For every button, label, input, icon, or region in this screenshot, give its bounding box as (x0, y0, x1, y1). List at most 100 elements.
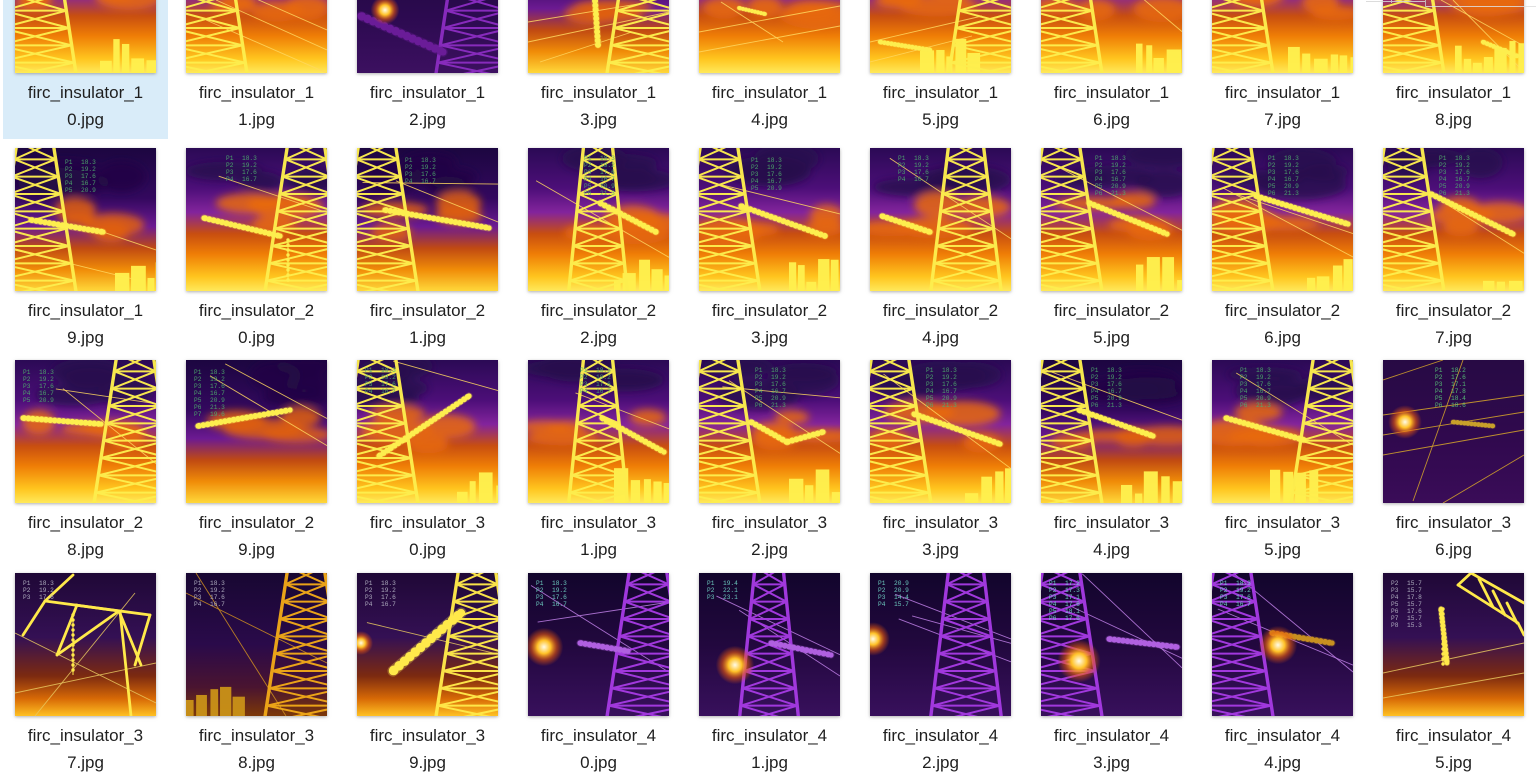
file-name-line1: firc_insulator_4 (541, 726, 656, 745)
svg-text:P4: P4 (1095, 176, 1103, 183)
svg-text:P1: P1 (194, 580, 202, 587)
svg-text:P5: P5 (1049, 608, 1057, 615)
file-thumbnail (357, 0, 498, 73)
svg-text:P4: P4 (65, 180, 73, 187)
svg-text:P6: P6 (1268, 190, 1276, 197)
file-name-line2: 4.jpg (1264, 753, 1301, 772)
file-name-label: firc_insulator_4 0.jpg (516, 722, 681, 776)
file-item[interactable]: firc_insulator_1 2.jpg (345, 0, 510, 139)
svg-text:17.6: 17.6 (381, 594, 396, 601)
file-item[interactable]: firc_insulator_1 4.jpg (687, 0, 852, 139)
svg-text:P4: P4 (194, 601, 202, 608)
svg-text:P6: P6 (1391, 608, 1399, 615)
svg-text:P1: P1 (878, 580, 886, 587)
svg-text:P3: P3 (755, 381, 763, 388)
svg-text:17.6: 17.6 (421, 171, 436, 178)
file-name-label: firc_insulator_2 2.jpg (516, 297, 681, 351)
file-name-label: firc_insulator_3 9.jpg (345, 722, 510, 776)
svg-text:P4: P4 (194, 390, 202, 397)
svg-text:P4: P4 (1091, 388, 1099, 395)
file-name-line1: firc_insulator_2 (1225, 301, 1340, 320)
file-name-line1: firc_insulator_1 (712, 83, 827, 102)
svg-text:P3: P3 (194, 594, 202, 601)
file-item[interactable]: firc_insulator_1 1.jpg (174, 0, 339, 139)
svg-text:17.6: 17.6 (914, 169, 929, 176)
svg-text:P1: P1 (707, 580, 715, 587)
svg-text:18.3: 18.3 (1111, 155, 1126, 162)
svg-text:P6: P6 (194, 404, 202, 411)
svg-text:P5: P5 (1095, 183, 1103, 190)
svg-text:18.3: 18.3 (421, 157, 436, 164)
file-name-line1: firc_insulator_3 (1396, 513, 1511, 532)
svg-text:20.9: 20.9 (1256, 395, 1271, 402)
file-name-line2: 0.jpg (67, 110, 104, 129)
file-name-line2: 0.jpg (238, 328, 275, 347)
file-name-line2: 1.jpg (580, 540, 617, 559)
svg-text:P2: P2 (1240, 374, 1248, 381)
file-name-line2: 5.jpg (1435, 753, 1472, 772)
file-name-label: firc_insulator_2 0.jpg (174, 297, 339, 351)
svg-text:P3: P3 (405, 171, 413, 178)
svg-text:P4: P4 (1220, 601, 1228, 608)
svg-text:21.3: 21.3 (1111, 190, 1126, 197)
file-item[interactable]: firc_insulator_1 0.jpg (3, 0, 168, 139)
svg-text:21.3: 21.3 (600, 190, 615, 197)
svg-text:P2: P2 (1220, 587, 1228, 594)
svg-text:P4: P4 (1049, 601, 1057, 608)
file-thumbnail (699, 0, 840, 73)
file-name-line1: firc_insulator_3 (712, 513, 827, 532)
svg-text:19.2: 19.2 (421, 164, 436, 171)
file-item[interactable]: firc_insulator_1 7.jpg (1200, 0, 1365, 139)
file-name-line2: 2.jpg (751, 540, 788, 559)
svg-text:16.7: 16.7 (1256, 388, 1271, 395)
svg-text:P3: P3 (1268, 169, 1276, 176)
svg-text:P2: P2 (1091, 374, 1099, 381)
svg-text:19.2: 19.2 (600, 162, 615, 169)
file-item[interactable]: firc_insulator_1 8.jpg (1371, 0, 1536, 139)
svg-text:17.6: 17.6 (1111, 169, 1126, 176)
file-name-line2: 4.jpg (922, 328, 959, 347)
svg-text:P5: P5 (23, 397, 31, 404)
file-name-label: firc_insulator_2 5.jpg (1029, 297, 1194, 351)
file-item[interactable]: firc_insulator_1 3.jpg (516, 0, 681, 139)
svg-text:P3: P3 (1091, 381, 1099, 388)
file-item[interactable]: firc_insulator_1 6.jpg (1029, 0, 1194, 139)
svg-text:P2: P2 (194, 376, 202, 383)
file-thumbnail (15, 0, 156, 73)
svg-text:20.9: 20.9 (1111, 183, 1126, 190)
file-item[interactable]: firc_insulator_1 5.jpg (858, 0, 1023, 139)
svg-text:19.4: 19.4 (723, 580, 738, 587)
